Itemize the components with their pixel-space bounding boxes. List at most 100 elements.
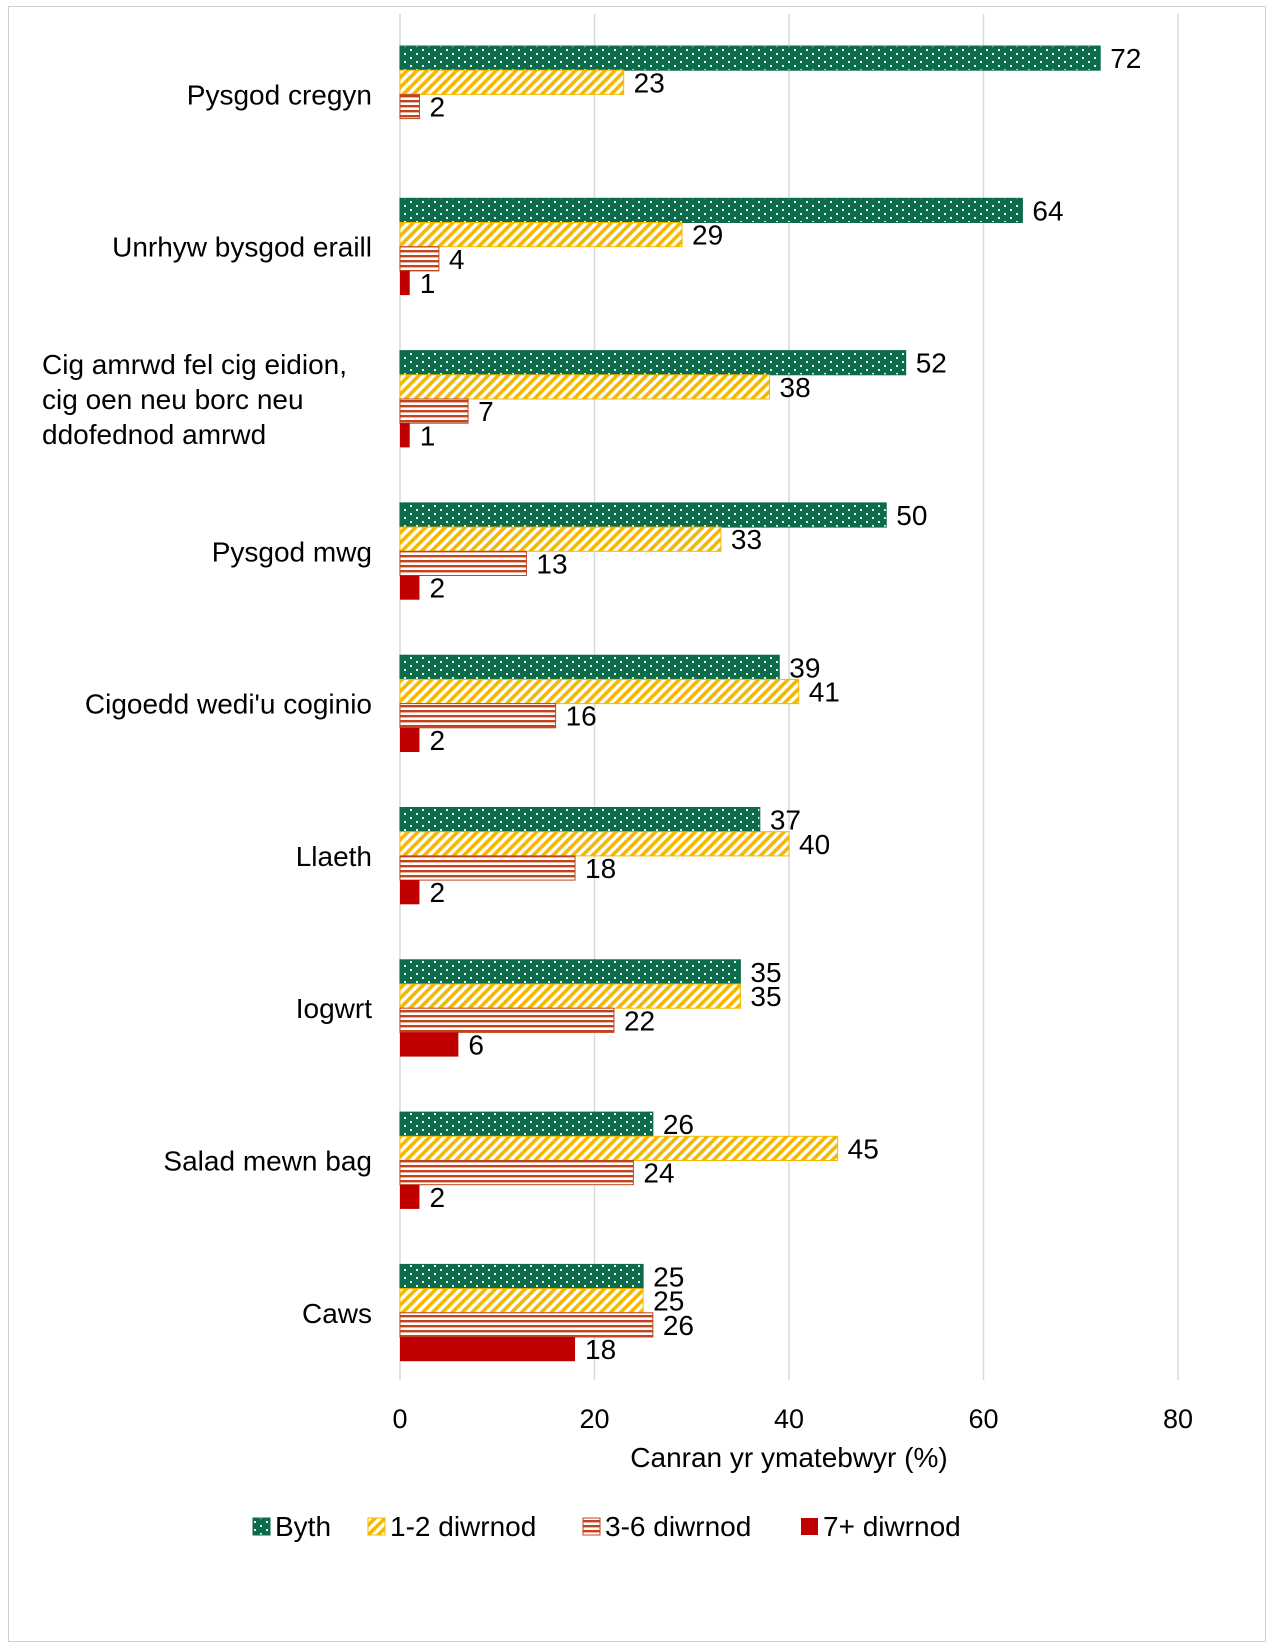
data-label: 37 [770,805,801,836]
x-tick-label: 40 [774,1404,804,1434]
data-label: 29 [692,220,723,251]
bar [399,246,440,272]
data-label: 33 [731,524,762,555]
bar [399,1312,654,1338]
bar [399,807,761,833]
data-label: 2 [429,1182,445,1213]
legend-label: 7+ diwrnod [823,1511,961,1542]
legend-swatch [582,1517,601,1536]
legend-label: Byth [275,1511,331,1542]
bar [399,222,683,248]
bar [399,1160,634,1186]
bar [400,423,410,448]
x-tick-label: 80 [1163,1404,1193,1434]
bar [399,1135,839,1162]
bar [399,374,771,400]
data-label: 1 [420,420,436,451]
x-tick-label: 20 [579,1404,609,1434]
data-label: 64 [1032,195,1063,226]
data-label: 24 [643,1158,674,1189]
data-label: 26 [663,1310,694,1341]
bar [399,1263,644,1290]
data-label: 72 [1110,43,1141,74]
data-label: 50 [896,500,927,531]
bar [399,69,625,95]
x-axis: 0 20 40 60 80 Canran yr ymatebwyr (%) [392,1404,1193,1473]
data-label: 2 [429,92,445,123]
bar [400,1184,420,1209]
bar [399,45,1101,71]
bar [399,93,420,120]
bar [399,959,741,985]
bar [399,678,800,705]
bar [400,880,420,905]
data-label: 52 [916,348,947,379]
legend-swatch [367,1517,386,1536]
bar [399,550,527,576]
legend-label: 1-2 diwrnod [390,1511,536,1542]
data-label: 40 [799,829,830,860]
bar [399,1007,615,1033]
x-axis-title: Canran yr ymatebwyr (%) [630,1442,947,1473]
bar [399,350,907,376]
data-label: 45 [848,1133,879,1164]
category-label: Cig amrwd fel cig eidion, [42,349,347,380]
data-label: 22 [624,1005,655,1036]
bar [399,703,557,729]
bar [399,398,469,424]
category-label: Unrhyw bysgod eraill [112,232,372,263]
bar [400,1032,459,1057]
bar [399,526,722,552]
category-label: Pysgod mwg [212,536,372,567]
category-label: Cigoedd wedi'u coginio [85,689,372,720]
bar [399,831,790,857]
bar [400,1337,576,1362]
data-label: 18 [585,1334,616,1365]
data-label: 26 [663,1109,694,1140]
data-label: 6 [468,1030,484,1061]
bars [399,45,1101,1362]
bar [399,855,576,881]
data-label: 2 [429,725,445,756]
data-label: 35 [750,957,781,988]
bar [399,654,780,680]
legend: Byth 1-2 diwrnod 3-6 diwrnod 7+ diwrnod [252,1511,961,1542]
x-tick-label: 0 [392,1404,407,1434]
data-label: 7 [478,396,494,427]
data-label: 13 [536,548,567,579]
bar [399,1111,654,1137]
bar [400,727,420,752]
bar [400,270,410,296]
bar [399,1288,644,1314]
category-label: Caws [302,1298,372,1329]
data-label: 2 [429,877,445,908]
bar [399,502,887,528]
bar [399,983,741,1009]
category-label: cig oen neu borc neu [42,384,304,415]
category-label: Llaeth [296,841,372,872]
data-label: 4 [449,244,465,275]
data-label: 41 [809,677,840,708]
bar [400,575,420,600]
category-label: Iogwrt [296,993,372,1024]
data-label: 38 [780,372,811,403]
category-label: ddofednod amrwd [42,419,266,450]
category-label: Pysgod cregyn [187,79,372,110]
legend-label: 3-6 diwrnod [605,1511,751,1542]
data-label: 25 [653,1262,684,1293]
category-label: Salad mewn bag [163,1146,372,1177]
legend-swatch [801,1518,818,1535]
bar [399,197,1023,224]
data-label: 18 [585,853,616,884]
data-label: 25 [653,1286,684,1317]
x-tick-label: 60 [968,1404,998,1434]
data-label: 2 [429,573,445,604]
data-label: 1 [420,268,436,299]
data-label: 23 [634,67,665,98]
data-label: 39 [789,652,820,683]
legend-swatch [252,1517,271,1536]
data-label: 16 [566,701,597,732]
data-label: 35 [750,981,781,1012]
